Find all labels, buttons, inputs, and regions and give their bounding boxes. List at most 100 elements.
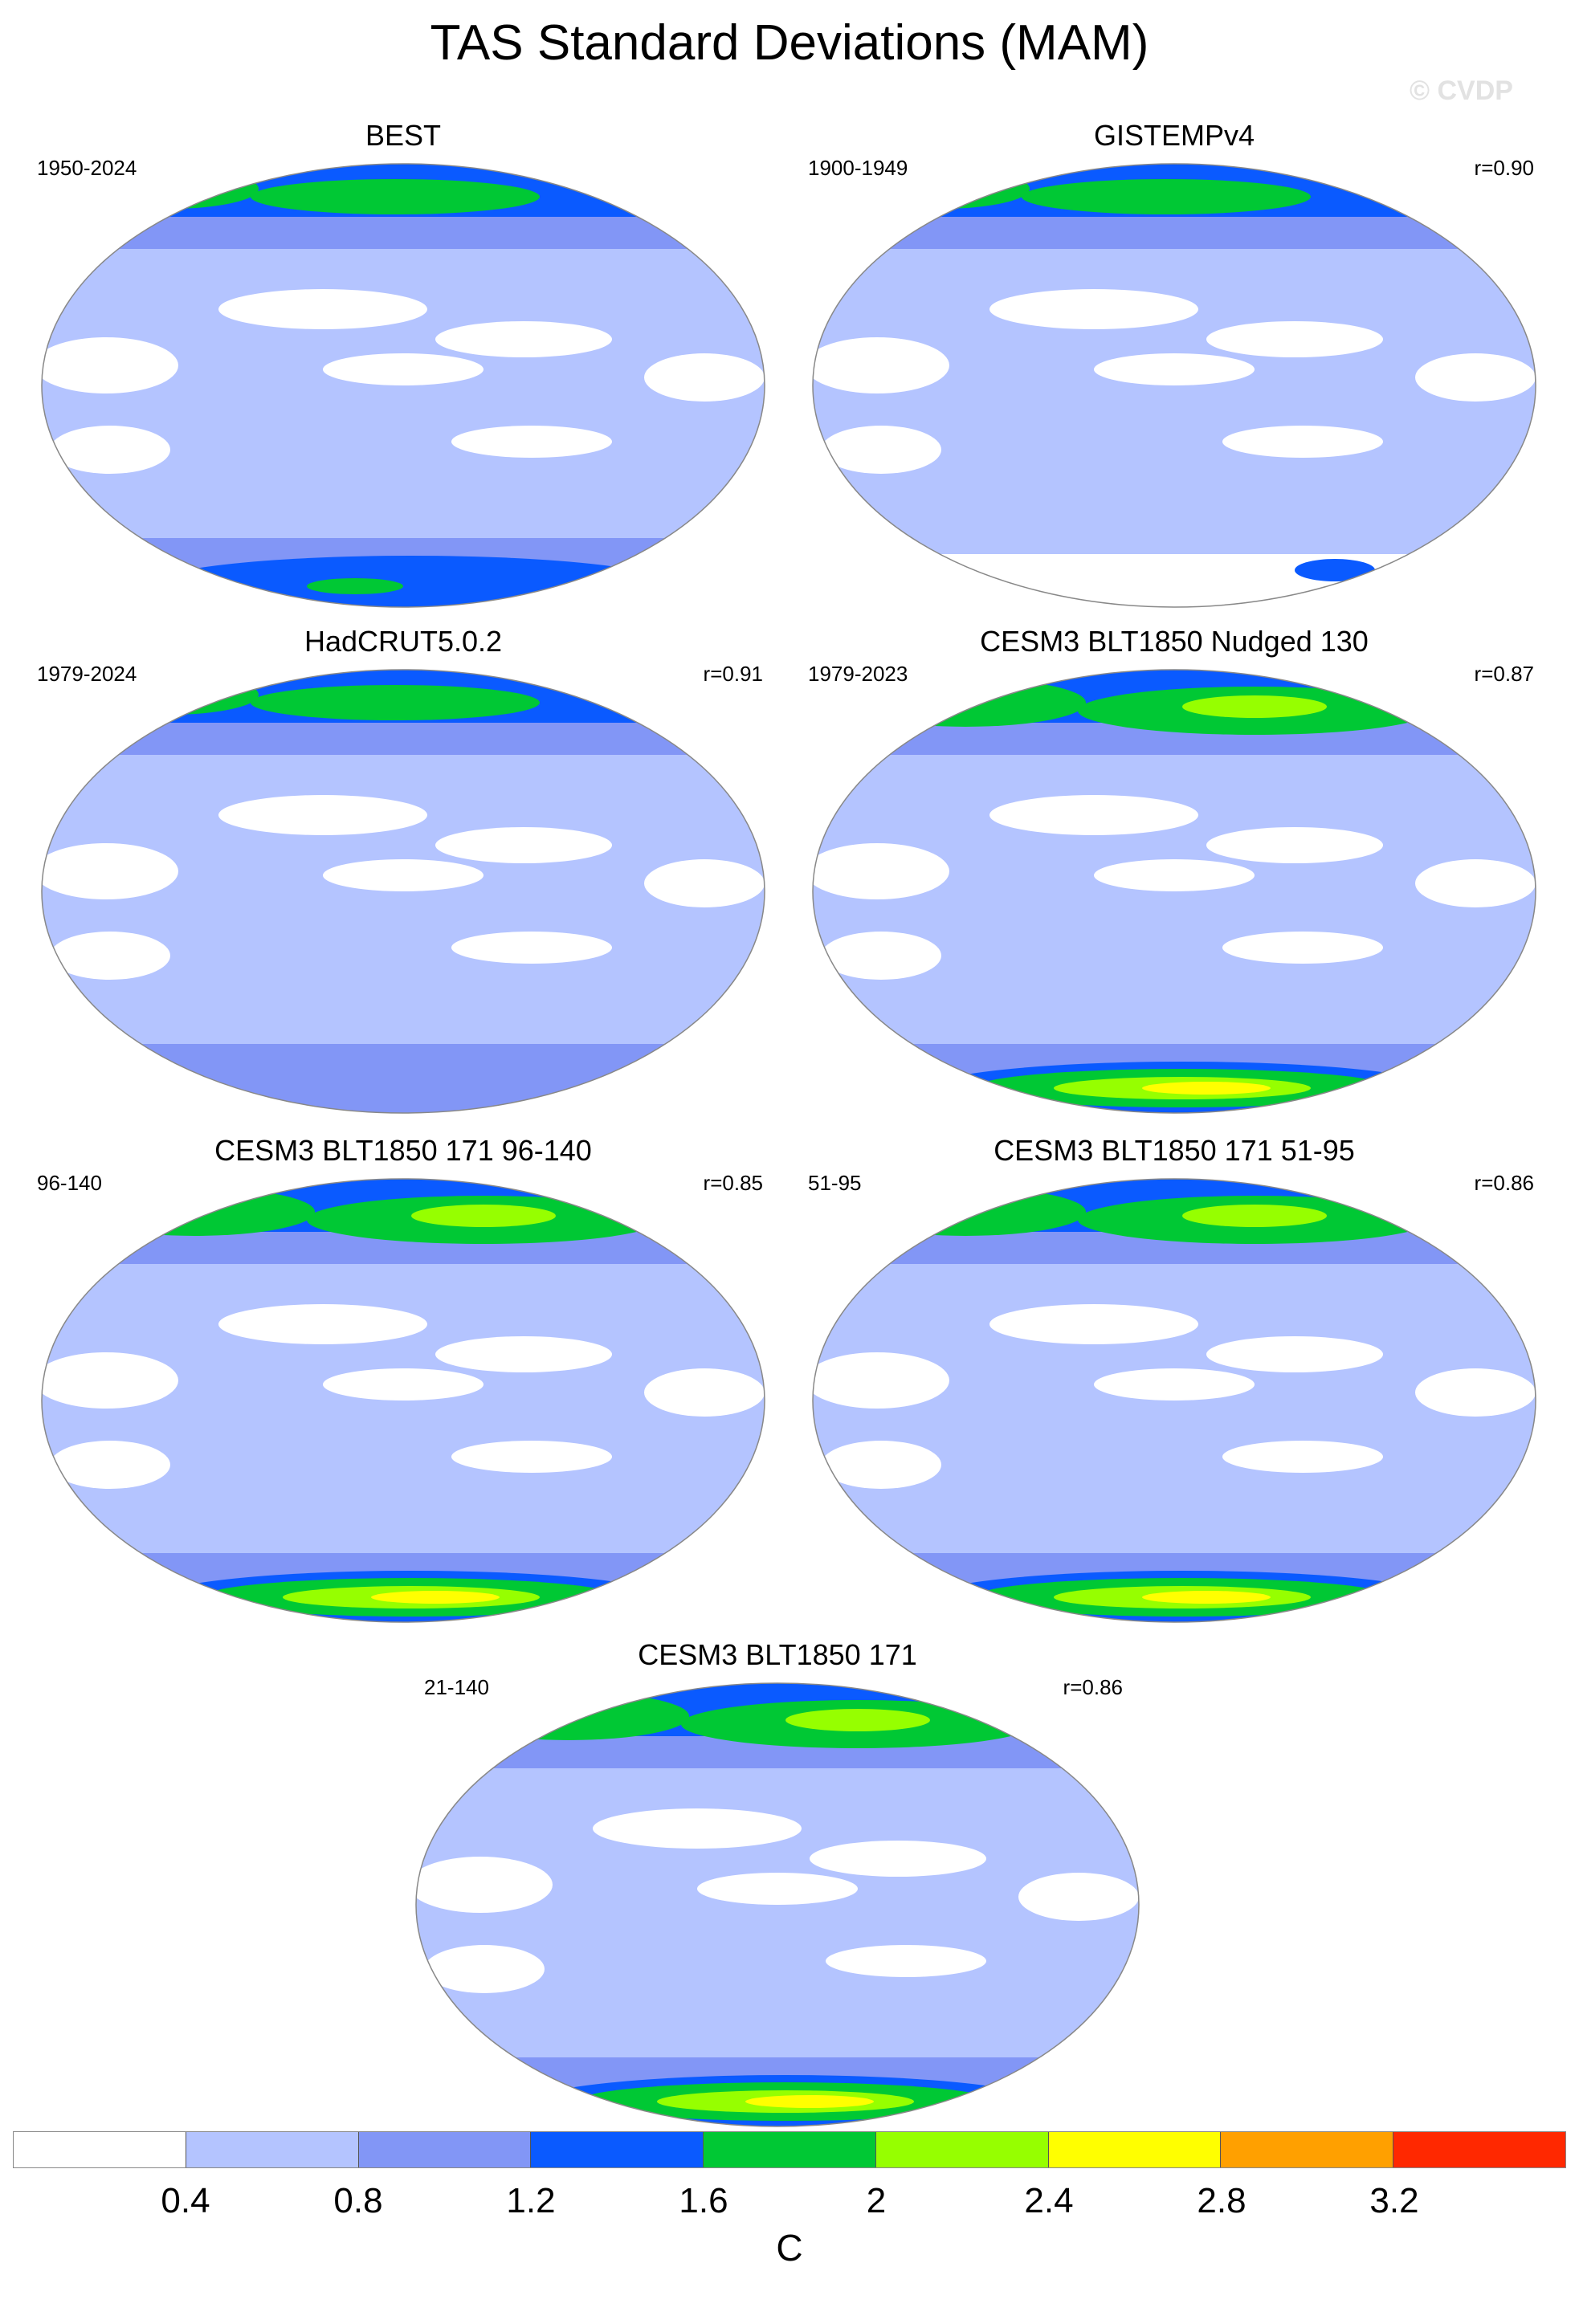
shade-low-region <box>1094 353 1255 385</box>
shade-low-region <box>813 337 949 393</box>
map-shading <box>813 1179 1536 1622</box>
map-panel-21-140: CESM3 BLT1850 171 21-140 r=0.86 <box>408 1638 1147 2127</box>
shade-low-region <box>451 426 612 458</box>
shade-north-green <box>251 685 540 720</box>
shade-low-region <box>1415 859 1536 907</box>
map-panel-gistemp: GISTEMPv4 1900-1949 r=0.90 <box>805 119 1544 608</box>
panel-title: BEST <box>365 119 442 152</box>
shade-north-lime <box>1182 1205 1327 1227</box>
colorbar-tick-label: 1.2 <box>506 2181 556 2220</box>
panel-correlation: r=0.85 <box>703 1171 763 1195</box>
colorbar-tick-label: 2.8 <box>1197 2181 1246 2220</box>
shade-low-region <box>435 827 612 863</box>
colorbar-box <box>704 2132 876 2167</box>
map-outline <box>415 1682 1140 2127</box>
panel-correlation: r=0.90 <box>1474 156 1534 180</box>
shade-low-region <box>826 1945 986 1977</box>
shade-north-lime <box>785 1709 930 1731</box>
shade-low-region <box>42 337 178 393</box>
map-canvas <box>34 1176 773 1625</box>
colorbar-tick-label: 0.4 <box>161 2181 210 2220</box>
colorbar-box <box>14 2132 186 2167</box>
colorbar-units: C <box>776 2227 803 2269</box>
shade-low-region <box>435 1336 612 1372</box>
shade-south-yellow <box>1142 1082 1271 1095</box>
map-svg <box>812 669 1536 1114</box>
map-canvas <box>805 667 1544 1116</box>
shade-north-green <box>853 169 1030 209</box>
shade-low-region <box>451 1441 612 1473</box>
map-svg <box>812 1178 1536 1623</box>
colorbar-box <box>531 2132 704 2167</box>
shade-north-lime <box>496 1697 593 1719</box>
panel-title: CESM3 BLT1850 171 51-95 <box>994 1134 1355 1167</box>
map-outline <box>41 669 765 1114</box>
shade-low-region <box>218 289 427 329</box>
shade-south-yellow <box>371 1591 500 1604</box>
shade-low-region <box>697 1873 858 1905</box>
colorbar-tick-label: 0.8 <box>333 2181 383 2220</box>
map-outline <box>812 163 1536 608</box>
shade-low-region <box>1206 1336 1383 1372</box>
shade-south-yellow <box>1142 1591 1271 1604</box>
panel-title: CESM3 BLT1850 171 <box>638 1638 917 1671</box>
shade-north-lime <box>893 683 989 706</box>
map-svg <box>41 163 765 608</box>
panel-title: CESM3 BLT1850 Nudged 130 <box>980 625 1369 658</box>
map-shading <box>813 670 1536 1113</box>
shade-low-region <box>1415 353 1536 402</box>
shade-south-missing <box>813 554 1536 607</box>
shade-north-green <box>845 1188 1086 1236</box>
shade-low-region <box>42 1352 178 1409</box>
shade-north-green <box>448 1692 689 1740</box>
map-canvas <box>805 1176 1544 1625</box>
shade-low-region <box>821 932 941 980</box>
shade-low-region <box>813 843 949 899</box>
colorbar-box <box>875 2132 1049 2167</box>
shade-low-region <box>644 1368 765 1417</box>
map-canvas <box>34 161 773 610</box>
map-panel-96-140: CESM3 BLT1850 171 96-140 96-140 r=0.85 <box>34 1134 773 1623</box>
map-shading <box>42 670 765 1113</box>
shade-low-region <box>1206 321 1383 357</box>
panel-title: GISTEMPv4 <box>1093 119 1255 152</box>
shade-north-green <box>845 679 1086 727</box>
panel-correlation: r=0.91 <box>703 662 763 686</box>
panel-title: CESM3 BLT1850 171 96-140 <box>214 1134 592 1167</box>
map-svg <box>415 1682 1140 2127</box>
panel-period: 1979-2024 <box>37 662 137 686</box>
map-canvas <box>805 161 1544 610</box>
shade-north-green <box>251 179 540 214</box>
colorbar-tick-label: 1.6 <box>679 2181 728 2220</box>
colorbar-box <box>358 2132 532 2167</box>
shade-low-region <box>989 795 1198 835</box>
colorbar-box <box>1048 2132 1222 2167</box>
shade-low-region <box>1222 426 1383 458</box>
shade-low-region <box>323 353 483 385</box>
map-shading <box>416 1683 1139 2126</box>
shade-south-mid <box>42 1044 765 1113</box>
cvdp-credit: © CVDP <box>1410 75 1513 106</box>
shade-low-region <box>1206 827 1383 863</box>
map-svg <box>41 669 765 1114</box>
panel-period: 51-95 <box>808 1171 862 1195</box>
shade-low-region <box>218 1304 427 1344</box>
shade-low-region <box>813 1352 949 1409</box>
map-svg <box>41 1178 765 1623</box>
panel-period: 96-140 <box>37 1171 102 1195</box>
shade-low-region <box>821 1441 941 1489</box>
panel-correlation: r=0.86 <box>1063 1675 1123 1699</box>
shade-low-region <box>50 1441 170 1489</box>
shade-south-yellow <box>745 2095 874 2108</box>
figure-title: TAS Standard Deviations (MAM) <box>430 15 1149 71</box>
shade-low-region <box>42 843 178 899</box>
shade-low-region <box>1018 1873 1139 1921</box>
map-shading <box>42 1179 765 1622</box>
shade-north-green <box>82 675 259 715</box>
shade-low-region <box>435 321 612 357</box>
map-panel-hadcrut: HadCRUT5.0.2 1979-2024 r=0.91 <box>34 625 773 1114</box>
shade-low-region <box>644 353 765 402</box>
colorbar-box <box>1393 2132 1566 2167</box>
map-canvas <box>408 1680 1147 2130</box>
colorbar <box>13 2131 1566 2168</box>
